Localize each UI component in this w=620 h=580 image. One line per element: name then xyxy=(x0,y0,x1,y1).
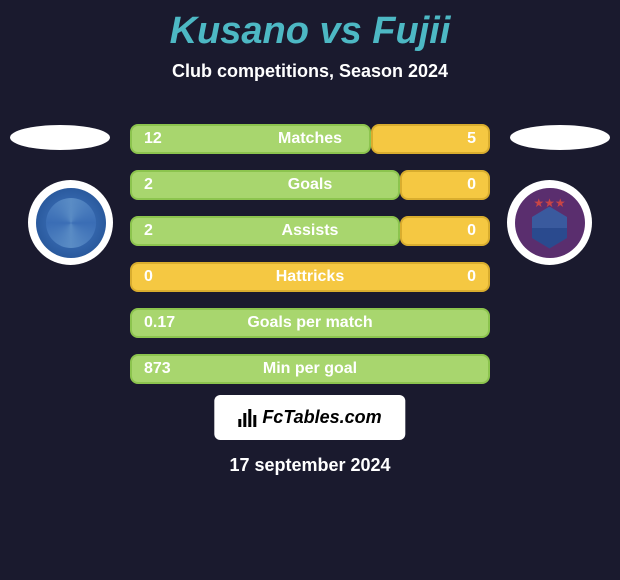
chart-bars-icon xyxy=(238,409,256,427)
stat-bar-full: 873 xyxy=(130,354,490,384)
comparison-date: 17 september 2024 xyxy=(0,455,620,476)
comparison-subtitle: Club competitions, Season 2024 xyxy=(0,61,620,82)
stat-value-left: 12 xyxy=(144,130,162,148)
stat-bar-full: 0.17 xyxy=(130,308,490,338)
stat-value-left: 873 xyxy=(144,360,171,378)
team-logo-right xyxy=(507,180,592,265)
stat-value-right: 5 xyxy=(467,130,476,148)
stat-value-left: 0.17 xyxy=(144,314,175,332)
team-logo-left xyxy=(28,180,113,265)
team-crest-left-icon xyxy=(36,188,106,258)
fctables-text: FcTables.com xyxy=(262,407,381,428)
stat-value-left: 2 xyxy=(144,176,153,194)
player-avatar-right xyxy=(510,125,610,150)
player-avatar-left xyxy=(10,125,110,150)
stat-bar-left: 12 xyxy=(130,124,371,154)
stat-bar-right: 0 xyxy=(400,216,490,246)
fctables-badge[interactable]: FcTables.com xyxy=(214,395,405,440)
stat-row-matches: 12 5 Matches xyxy=(130,120,490,158)
stat-value-right: 0 xyxy=(467,222,476,240)
comparison-title: Kusano vs Fujii xyxy=(0,0,620,53)
stat-row-assists: 2 0 Assists xyxy=(130,212,490,250)
stat-row-goals: 2 0 Goals xyxy=(130,166,490,204)
stat-bar-full: 0 0 xyxy=(130,262,490,292)
stat-row-goals-per-match: 0.17 Goals per match xyxy=(130,304,490,342)
stat-value-left: 0 xyxy=(144,268,153,286)
main-container: Kusano vs Fujii Club competitions, Seaso… xyxy=(0,0,620,580)
stat-row-min-per-goal: 873 Min per goal xyxy=(130,350,490,388)
stat-bar-right: 0 xyxy=(400,170,490,200)
stat-value-left: 2 xyxy=(144,222,153,240)
stat-bar-left: 2 xyxy=(130,216,400,246)
shield-icon xyxy=(532,207,567,249)
stat-value-right: 0 xyxy=(467,176,476,194)
team-crest-right-icon xyxy=(515,188,585,258)
stats-container: 12 5 Matches 2 0 Goals 2 0 Assists xyxy=(130,120,490,396)
stat-value-right: 0 xyxy=(467,268,476,286)
stat-row-hattricks: 0 0 Hattricks xyxy=(130,258,490,296)
stat-bar-right: 5 xyxy=(371,124,490,154)
stat-bar-left: 2 xyxy=(130,170,400,200)
